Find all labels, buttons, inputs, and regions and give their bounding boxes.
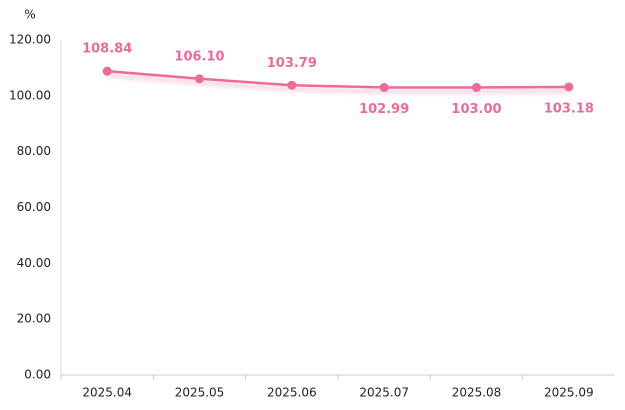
point: [379, 82, 389, 92]
y-tick-label: 120.00: [9, 33, 51, 47]
x-tick-label: 2025.09: [544, 386, 594, 400]
value-label: 108.84: [82, 42, 132, 57]
y-tick-label: 80.00: [17, 144, 51, 158]
y-tick-label: 20.00: [17, 312, 51, 326]
y-tick-label: 100.00: [9, 88, 51, 102]
line-shadow: [107, 73, 569, 94]
value-label: 103.00: [451, 102, 501, 117]
y-tick-label: 0.00: [24, 368, 51, 382]
x-tick-label: 2025.08: [452, 386, 502, 400]
point: [102, 66, 112, 76]
x-tick-label: 2025.06: [267, 386, 317, 400]
value-label: 103.79: [267, 56, 317, 71]
point: [472, 82, 481, 92]
x-tick-label: 2025.04: [82, 386, 132, 400]
point: [195, 74, 204, 84]
x-tick-label: 2025.07: [359, 386, 409, 400]
x-tick-label: 2025.05: [175, 386, 225, 400]
point: [564, 82, 574, 92]
value-label: 106.10: [174, 49, 224, 64]
point: [287, 80, 297, 90]
value-label: 103.18: [544, 101, 594, 116]
y-unit: %: [24, 8, 35, 22]
y-tick-label: 40.00: [17, 256, 51, 270]
value-label: 102.99: [359, 102, 409, 117]
line: [107, 69, 569, 89]
y-tick-label: 60.00: [17, 200, 51, 214]
